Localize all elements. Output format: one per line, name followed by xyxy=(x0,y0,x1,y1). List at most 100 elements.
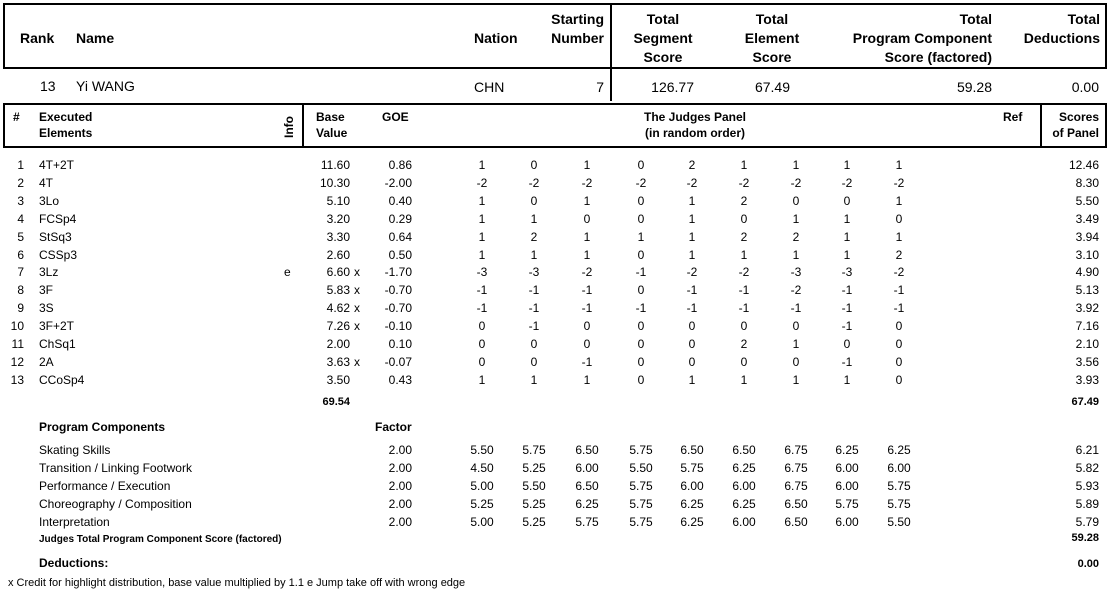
element-judge-mark: 0 xyxy=(637,283,645,297)
total-element-score-label: Total Element Score xyxy=(744,11,800,65)
nation-label: Nation xyxy=(474,30,518,46)
component-judge-mark: 5.75 xyxy=(887,479,911,493)
element-judge-mark: 0 xyxy=(843,194,851,208)
element-judge-mark: 1 xyxy=(688,373,696,387)
element-judge-mark: -3 xyxy=(528,265,540,279)
element-judge-mark: 1 xyxy=(792,337,800,351)
element-number: 10 xyxy=(10,319,24,333)
element-judge-mark: 0 xyxy=(792,355,800,369)
component-judge-mark: 5.50 xyxy=(887,515,911,529)
element-name: 2A xyxy=(39,355,54,369)
element-number: 6 xyxy=(17,248,24,262)
skater-starting-number: 7 xyxy=(596,79,604,95)
element-judge-mark: 0 xyxy=(583,337,591,351)
element-judge-mark: -2 xyxy=(790,176,802,190)
element-goe: 0.50 xyxy=(388,248,412,262)
element-judge-mark: -3 xyxy=(790,265,802,279)
skater-pcs: 59.28 xyxy=(956,79,992,95)
element-judge-mark: 1 xyxy=(843,158,851,172)
component-judge-mark: 5.75 xyxy=(629,479,653,493)
element-base-value: 6.60 xyxy=(326,265,350,279)
name-label: Name xyxy=(76,30,115,46)
component-name: Interpretation xyxy=(39,515,110,529)
element-judge-mark: -1 xyxy=(738,301,750,315)
element-judge-mark: 1 xyxy=(530,248,538,262)
element-judge-mark: 1 xyxy=(895,230,903,244)
component-judge-mark: 5.50 xyxy=(522,479,546,493)
footnote: x Credit for highlight distribution, bas… xyxy=(8,577,466,589)
skater-tes: 67.49 xyxy=(754,79,790,95)
element-goe: 0.10 xyxy=(388,337,412,351)
pcs-total-label: Judges Total Program Component Score (fa… xyxy=(39,534,282,545)
element-name: 3S xyxy=(39,301,54,315)
element-name: CCoSp4 xyxy=(39,373,85,387)
element-judge-mark: -2 xyxy=(686,176,698,190)
component-judge-mark: 6.75 xyxy=(784,461,808,475)
element-base-value: 11.60 xyxy=(320,158,350,172)
element-judge-mark: 0 xyxy=(637,355,645,369)
element-judge-mark: -1 xyxy=(893,301,905,315)
element-judge-mark: -1 xyxy=(581,283,593,297)
element-name: 4T+2T xyxy=(39,158,75,172)
element-judge-mark: 0 xyxy=(478,337,486,351)
element-judge-mark: 1 xyxy=(583,158,591,172)
element-judge-mark: -2 xyxy=(581,176,593,190)
component-judge-mark: 5.75 xyxy=(629,515,653,529)
element-judge-mark: 1 xyxy=(895,158,903,172)
element-judge-mark: 0 xyxy=(530,337,538,351)
element-judge-mark: 0 xyxy=(637,158,645,172)
element-judge-mark: 1 xyxy=(478,212,486,226)
element-judge-mark: 0 xyxy=(895,319,903,333)
element-name: 3F+2T xyxy=(39,319,75,333)
element-goe: -0.70 xyxy=(384,301,412,315)
element-score: 3.49 xyxy=(1075,212,1099,226)
rank-label: Rank xyxy=(20,30,55,46)
element-judge-mark: 2 xyxy=(895,248,903,262)
element-goe: 0.29 xyxy=(388,212,412,226)
scores-divider xyxy=(1040,103,1042,148)
executed-elements-label: Executed Elements xyxy=(39,110,93,140)
element-score: 3.92 xyxy=(1075,301,1099,315)
element-info: e xyxy=(284,265,291,279)
element-name: StSq3 xyxy=(39,230,72,244)
factor-label: Factor xyxy=(375,420,412,434)
element-base-value: 5.83 xyxy=(326,283,350,297)
element-judge-mark: 1 xyxy=(583,373,591,387)
element-base-value: 3.63 xyxy=(326,355,350,369)
element-judge-mark: 0 xyxy=(530,194,538,208)
starting-number-label: Starting Number xyxy=(551,11,604,46)
element-base-value: 4.62 xyxy=(326,301,350,315)
component-factor: 2.00 xyxy=(388,497,412,511)
total-segment-score-label: Total Segment Score xyxy=(633,11,693,65)
element-judge-mark: 1 xyxy=(637,230,645,244)
element-base-value: 3.50 xyxy=(326,373,350,387)
element-judge-mark: 1 xyxy=(478,373,486,387)
header-box xyxy=(3,3,1107,69)
component-judge-mark: 5.00 xyxy=(470,479,494,493)
element-judge-mark: 0 xyxy=(792,319,800,333)
component-judge-mark: 6.75 xyxy=(784,443,808,457)
element-judge-mark: -1 xyxy=(790,301,802,315)
element-number: 5 xyxy=(17,230,24,244)
element-judge-mark: -1 xyxy=(841,283,853,297)
element-goe: 0.43 xyxy=(388,373,412,387)
component-judge-mark: 5.75 xyxy=(835,497,859,511)
element-judge-mark: 0 xyxy=(583,319,591,333)
element-judge-mark: 1 xyxy=(792,158,800,172)
element-judge-mark: 1 xyxy=(843,373,851,387)
element-judge-mark: 2 xyxy=(530,230,538,244)
element-judge-mark: 2 xyxy=(740,194,748,208)
element-number: 8 xyxy=(17,283,24,297)
component-score: 5.82 xyxy=(1075,461,1099,475)
total-program-component-label: Total Program Component Score (factored) xyxy=(852,11,992,65)
skater-rank: 13 xyxy=(40,78,56,94)
ref-label: Ref xyxy=(1003,110,1023,124)
element-judge-mark: 0 xyxy=(637,319,645,333)
deductions-value: 0.00 xyxy=(1077,558,1099,570)
element-goe: 0.86 xyxy=(388,158,412,172)
element-score: 5.50 xyxy=(1075,194,1099,208)
element-judge-mark: 1 xyxy=(688,230,696,244)
skater-deductions: 0.00 xyxy=(1071,79,1099,95)
element-goe: -0.07 xyxy=(384,355,412,369)
element-judge-mark: 1 xyxy=(843,248,851,262)
